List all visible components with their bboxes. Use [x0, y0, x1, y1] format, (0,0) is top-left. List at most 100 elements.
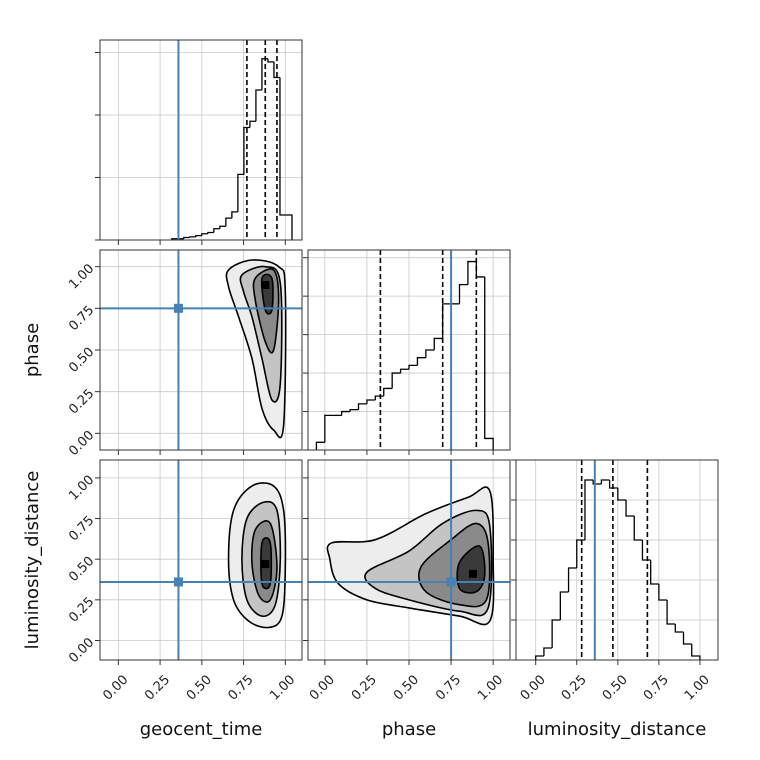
histogram-step	[279, 77, 286, 216]
histogram-step	[551, 619, 561, 648]
y-tick-label: 0.00	[66, 635, 97, 666]
histogram-step	[592, 480, 602, 485]
histogram-step	[658, 584, 668, 601]
y-tick-label: 0.25	[66, 386, 97, 417]
histogram-step	[442, 303, 452, 339]
histogram-step	[399, 368, 409, 374]
y-tick-label: 0.50	[66, 554, 97, 585]
histogram-step	[267, 58, 274, 63]
truth-marker	[173, 303, 183, 313]
axes-frame	[99, 249, 303, 451]
peak-marker	[261, 560, 270, 569]
histogram-step	[567, 567, 577, 592]
peak-marker	[261, 281, 270, 289]
x-axis-label: phase	[382, 719, 436, 740]
histogram-step	[237, 173, 244, 212]
histogram-step	[475, 261, 485, 278]
x-tick-label: 0.25	[559, 672, 590, 703]
x-tick-label: 0.00	[518, 672, 549, 703]
histogram-step	[366, 399, 376, 404]
x-tick-label: 0.75	[641, 672, 672, 703]
axes-frame	[307, 459, 511, 661]
histogram-step	[207, 231, 214, 234]
histogram-step	[391, 372, 401, 389]
peak-marker	[468, 569, 477, 578]
x-tick-label: 0.50	[600, 672, 631, 703]
histogram-step	[315, 441, 325, 450]
histogram-step	[641, 540, 651, 561]
histogram-step	[357, 403, 367, 410]
histogram-step	[213, 228, 220, 233]
histogram-step	[189, 236, 196, 238]
x-tick-label: 1.00	[682, 672, 713, 703]
histogram-step	[383, 387, 393, 397]
histogram-step	[576, 539, 585, 568]
histogram-step	[341, 410, 351, 416]
y-tick-label: 0.75	[66, 303, 97, 334]
y-tick-label: 1.00	[66, 473, 97, 504]
x-axis-label: luminosity_distance	[528, 719, 707, 740]
histogram-step	[243, 126, 250, 175]
histogram-step	[324, 414, 334, 443]
histogram-step	[584, 479, 594, 540]
histogram-step	[195, 234, 202, 237]
histogram-step	[633, 516, 643, 541]
axes-frame	[307, 249, 511, 451]
histogram-step	[425, 349, 435, 358]
histogram-step	[674, 624, 684, 633]
histogram-step	[543, 647, 553, 656]
x-tick-label: 0.75	[226, 672, 257, 703]
histogram-step	[374, 395, 384, 400]
y-tick-label: 0.25	[66, 595, 97, 626]
histogram-step	[219, 225, 226, 229]
panel-content	[100, 250, 302, 450]
x-axis-label: geocent_time	[140, 719, 263, 740]
axes-frame	[515, 459, 719, 661]
histogram-step	[458, 283, 468, 304]
y-tick-label: 1.00	[66, 261, 97, 292]
x-tick-label: 0.25	[349, 672, 380, 703]
x-tick-label: 0.00	[100, 672, 131, 703]
axes-frame	[99, 39, 303, 241]
x-tick-label: 0.50	[391, 672, 422, 703]
panel-content	[308, 460, 510, 660]
x-tick-label: 0.00	[307, 672, 338, 703]
histogram-step	[255, 89, 262, 122]
y-tick-label: 0.00	[66, 428, 97, 459]
histogram-step	[249, 120, 256, 128]
panel-content	[100, 460, 302, 660]
x-tick-label: 0.25	[142, 672, 173, 703]
x-tick-label: 0.50	[184, 672, 215, 703]
histogram-step	[408, 364, 418, 370]
histogram-step	[183, 236, 190, 239]
y-tick-label: 0.50	[66, 345, 97, 376]
histogram-step	[225, 217, 232, 227]
histogram-step	[484, 276, 494, 450]
histogram-step	[666, 600, 676, 625]
histogram-step	[617, 488, 627, 501]
x-tick-label: 1.00	[267, 672, 298, 703]
histogram-step	[349, 408, 359, 412]
y-axis-label: luminosity_distance	[22, 471, 43, 650]
histogram-step	[691, 644, 701, 660]
histogram-step	[433, 337, 443, 350]
histogram-step	[467, 260, 477, 285]
histogram-step	[650, 560, 659, 585]
y-axis-label: phase	[22, 323, 43, 377]
histogram-step	[201, 233, 208, 236]
truth-marker	[446, 577, 456, 587]
histogram-step	[273, 61, 280, 79]
histogram-step	[559, 591, 569, 620]
histogram-step	[285, 214, 293, 240]
histogram-step	[600, 479, 610, 484]
histogram-step	[535, 655, 544, 660]
x-tick-label: 0.75	[433, 672, 464, 703]
axes-frame	[99, 459, 303, 661]
y-tick-label: 0.75	[66, 513, 97, 544]
histogram-step	[416, 357, 426, 366]
truth-marker	[173, 577, 183, 587]
histogram-step	[608, 480, 618, 489]
histogram-step	[231, 211, 238, 219]
histogram-step	[682, 632, 692, 645]
